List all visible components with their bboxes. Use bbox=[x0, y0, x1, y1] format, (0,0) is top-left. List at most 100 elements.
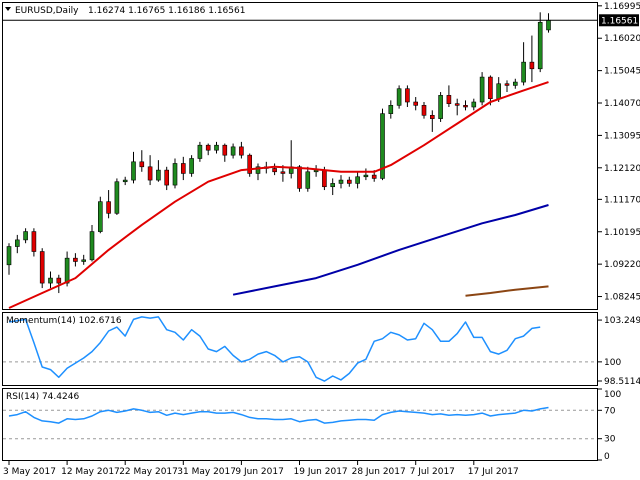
candle-body bbox=[446, 95, 452, 104]
ma-blue-series bbox=[232, 204, 549, 296]
candle-body bbox=[181, 163, 186, 174]
ma-red-line bbox=[8, 81, 549, 309]
ma-brown-line bbox=[465, 285, 549, 297]
momentum-tick-label: 100 bbox=[604, 358, 621, 368]
candle-body bbox=[438, 95, 443, 119]
candle-body bbox=[156, 169, 161, 181]
candle-body bbox=[139, 161, 145, 168]
date-tick-label: 3 May 2017 bbox=[3, 467, 56, 477]
candle-body bbox=[73, 257, 78, 262]
candle-body bbox=[98, 201, 103, 232]
candle-body bbox=[463, 105, 468, 108]
momentum-panel bbox=[2, 312, 598, 386]
candle-body bbox=[122, 179, 128, 183]
rsi-panel bbox=[2, 388, 598, 461]
date-tick-label: 17 Jul 2017 bbox=[468, 467, 519, 477]
date-axis: 3 May 2017 12 May 2017 22 May 2017 31 May 2… bbox=[3, 461, 519, 477]
candle-body bbox=[64, 257, 70, 284]
momentum-series bbox=[3, 316, 597, 382]
candle-body bbox=[479, 76, 485, 103]
candle-body bbox=[31, 231, 37, 252]
current-price-marker: 1.16561 bbox=[3, 14, 639, 27]
rsi-series bbox=[3, 406, 597, 440]
candle-body bbox=[396, 88, 402, 106]
momentum-axis: 103.2498 100 98.5114 bbox=[598, 316, 640, 387]
date-tick-label: 28 Jun 2017 bbox=[352, 467, 406, 477]
date-tick-label: 12 May 2017 bbox=[61, 467, 120, 477]
rsi-tick-label: 70 bbox=[604, 406, 616, 416]
candle-body bbox=[106, 201, 111, 214]
candle-body bbox=[48, 277, 53, 284]
candle-body bbox=[429, 115, 435, 119]
candle-body bbox=[131, 161, 136, 181]
candle-body bbox=[529, 61, 535, 70]
dropdown-triangle-icon bbox=[5, 7, 11, 11]
ma-blue-line bbox=[232, 204, 549, 296]
price-axis: 1.16995 1.16020 1.15045 1.14070 1.13095 1.121… bbox=[598, 2, 640, 303]
date-tick-label: 19 Jun 2017 bbox=[294, 467, 348, 477]
candle-body bbox=[205, 144, 211, 151]
date-tick-label: 9 Jun 2017 bbox=[235, 467, 283, 477]
price-panel bbox=[2, 2, 598, 310]
ma-brown-series bbox=[465, 285, 549, 297]
candle-body bbox=[114, 181, 120, 214]
price-tick-label: 1.13095 bbox=[604, 131, 640, 141]
candles-series bbox=[6, 12, 551, 294]
candle-body bbox=[81, 259, 86, 262]
date-tick-label: 31 May 2017 bbox=[177, 467, 236, 477]
price-tick-label: 1.15045 bbox=[604, 67, 640, 77]
candle-body bbox=[338, 179, 344, 184]
candle-body bbox=[15, 239, 20, 247]
price-tick-label: 1.16020 bbox=[604, 34, 640, 44]
rsi-line bbox=[8, 406, 549, 424]
candle-body bbox=[23, 231, 28, 241]
candle-body bbox=[280, 171, 286, 174]
candle-body bbox=[89, 231, 95, 261]
candle-body bbox=[504, 83, 510, 86]
candle-body bbox=[380, 113, 385, 179]
candle-body bbox=[214, 144, 219, 151]
price-tick-label: 1.10195 bbox=[604, 228, 640, 238]
candle-body bbox=[164, 169, 169, 186]
candle-body bbox=[197, 144, 203, 159]
candle-body bbox=[272, 168, 277, 173]
price-tick-label: 1.08245 bbox=[604, 293, 640, 303]
rsi-axis: 100 70 30 0 bbox=[598, 388, 621, 462]
chart-symbol: EURUSD,Daily bbox=[15, 6, 79, 16]
momentum-tick-label: 103.2498 bbox=[604, 316, 640, 326]
candle-body bbox=[371, 174, 377, 179]
candle-body bbox=[322, 169, 327, 188]
price-tick-label: 1.16995 bbox=[604, 2, 640, 12]
candle-body bbox=[421, 105, 427, 116]
candle-body bbox=[355, 176, 360, 184]
candle-body bbox=[471, 101, 477, 108]
momentum-title: Momentum(14) 102.6716 bbox=[6, 316, 122, 326]
candle-body bbox=[346, 179, 352, 184]
current-price-label: 1.16561 bbox=[601, 16, 638, 26]
rsi-title: RSI(14) 74.4246 bbox=[6, 392, 79, 402]
candle-body bbox=[537, 21, 543, 70]
candle-body bbox=[147, 166, 153, 181]
ma-red-series bbox=[8, 81, 549, 309]
date-tick-label: 7 Jul 2017 bbox=[410, 467, 455, 477]
candle-body bbox=[363, 174, 369, 178]
price-tick-label: 1.09220 bbox=[604, 260, 640, 270]
momentum-line bbox=[8, 316, 541, 382]
price-tick-label: 1.11170 bbox=[604, 195, 640, 205]
momentum-tick-label: 98.5114 bbox=[604, 377, 640, 387]
candle-body bbox=[56, 277, 62, 284]
current-price-tag bbox=[599, 14, 639, 27]
candle-body bbox=[247, 154, 252, 174]
candle-body bbox=[189, 158, 194, 174]
date-tick-label: 22 May 2017 bbox=[119, 467, 178, 477]
candle-body bbox=[305, 171, 311, 189]
candle-body bbox=[496, 83, 502, 99]
candle-body bbox=[222, 144, 228, 156]
rsi-tick-label: 30 bbox=[604, 435, 616, 445]
rsi-tick-label: 0 bbox=[604, 452, 610, 462]
candle-body bbox=[388, 105, 394, 114]
candle-body bbox=[413, 101, 419, 106]
candle-body bbox=[172, 163, 178, 186]
